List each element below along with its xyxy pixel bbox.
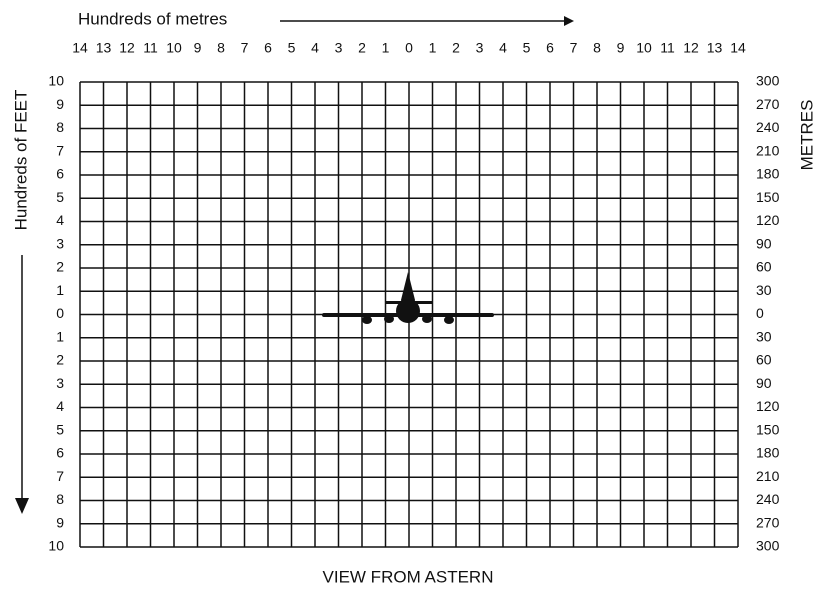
right-label: 180 xyxy=(756,166,780,182)
left-label: 5 xyxy=(56,421,64,437)
top-label: 11 xyxy=(143,40,158,56)
left-label: 6 xyxy=(56,445,64,461)
left-label: 4 xyxy=(56,212,64,228)
left-label: 5 xyxy=(56,189,64,205)
right-label: 90 xyxy=(756,235,772,251)
left-label: 7 xyxy=(56,468,64,484)
top-label: 12 xyxy=(683,40,699,56)
left-label: 8 xyxy=(56,491,64,507)
right-label: 30 xyxy=(756,328,772,344)
top-label: 10 xyxy=(166,40,182,56)
top-label: 6 xyxy=(546,40,554,56)
right-axis-label: METRES xyxy=(797,100,816,171)
left-label: 2 xyxy=(56,352,64,368)
top-label: 9 xyxy=(194,40,202,56)
top-label: 10 xyxy=(636,40,652,56)
right-label: 240 xyxy=(756,491,780,507)
top-label: 9 xyxy=(617,40,625,56)
right-label: 240 xyxy=(756,119,780,135)
top-label: 5 xyxy=(523,40,531,56)
left-label: 3 xyxy=(56,375,64,391)
left-label: 0 xyxy=(56,305,64,321)
top-label: 4 xyxy=(499,40,507,56)
right-label: 300 xyxy=(756,73,780,89)
top-label: 1 xyxy=(382,40,390,56)
caption: VIEW FROM ASTERN xyxy=(323,567,494,586)
top-label: 6 xyxy=(264,40,272,56)
right-label: 120 xyxy=(756,398,780,414)
left-label: 2 xyxy=(56,259,64,275)
left-label: 1 xyxy=(56,282,64,298)
right-label: 60 xyxy=(756,352,772,368)
right-label: 150 xyxy=(756,421,780,437)
left-label: 9 xyxy=(56,514,64,530)
right-label: 300 xyxy=(756,538,780,554)
top-label: 12 xyxy=(119,40,135,56)
left-label: 1 xyxy=(56,328,64,344)
right-label: 180 xyxy=(756,445,780,461)
right-label: 270 xyxy=(756,96,780,112)
right-label: 90 xyxy=(756,375,772,391)
top-label: 13 xyxy=(96,40,112,56)
left-axis-label: Hundreds of FEET xyxy=(11,90,30,231)
right-label: 210 xyxy=(756,142,780,158)
top-label: 2 xyxy=(452,40,460,56)
right-label: 210 xyxy=(756,468,780,484)
left-label: 8 xyxy=(56,119,64,135)
left-label: 10 xyxy=(48,73,64,89)
right-label: 60 xyxy=(756,259,772,275)
right-label: 0 xyxy=(756,305,764,321)
aircraft xyxy=(322,272,494,324)
top-label: 2 xyxy=(358,40,366,56)
right-label: 270 xyxy=(756,514,780,530)
grid xyxy=(79,81,739,548)
top-label: 13 xyxy=(707,40,723,56)
top-label: 14 xyxy=(730,40,746,56)
top-label: 1 xyxy=(429,40,437,56)
top-label: 7 xyxy=(241,40,249,56)
top-label: 5 xyxy=(288,40,296,56)
right-label: 120 xyxy=(756,212,780,228)
left-label: 4 xyxy=(56,398,64,414)
left-label: 3 xyxy=(56,235,64,251)
right-label: 30 xyxy=(756,282,772,298)
top-label: 7 xyxy=(570,40,578,56)
left-label: 10 xyxy=(48,538,64,554)
top-label: 11 xyxy=(660,40,675,56)
left-label: 6 xyxy=(56,166,64,182)
left-label: 9 xyxy=(56,96,64,112)
top-label: 8 xyxy=(217,40,225,56)
top-label: 8 xyxy=(593,40,601,56)
top-label: 3 xyxy=(476,40,484,56)
top-label: 0 xyxy=(405,40,413,56)
top-label: 14 xyxy=(72,40,88,56)
top-label: 4 xyxy=(311,40,319,56)
left-label: 7 xyxy=(56,142,64,158)
right-label: 150 xyxy=(756,189,780,205)
top-label: 3 xyxy=(335,40,343,56)
top-axis-label: Hundreds of metres xyxy=(78,9,227,28)
